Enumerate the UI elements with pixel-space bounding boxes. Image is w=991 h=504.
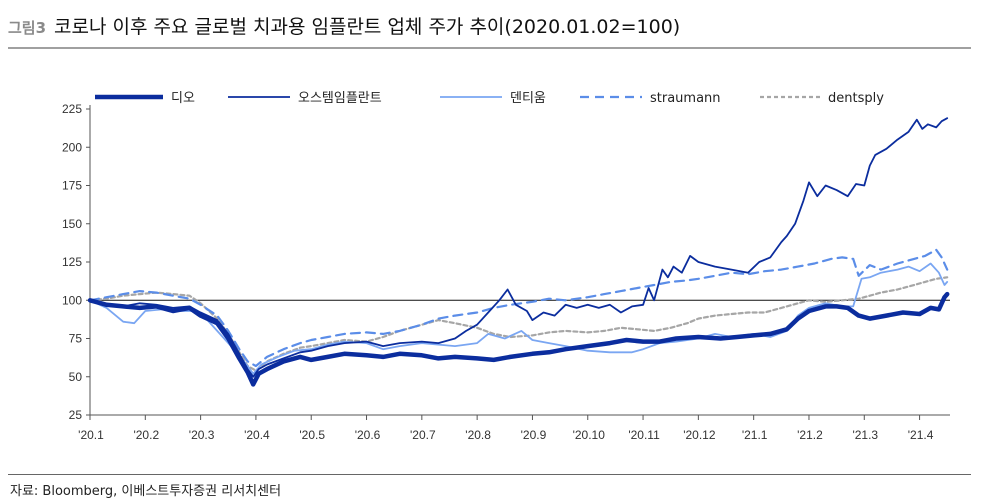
x-tick-label: '20.2	[133, 428, 159, 442]
y-tick-label: 150	[62, 217, 82, 231]
y-tick-label: 25	[69, 408, 83, 422]
x-tick-label: '20.8	[465, 428, 491, 442]
x-tick-label: '20.12	[683, 428, 716, 442]
title-divider	[8, 47, 971, 49]
x-tick-label: '20.5	[299, 428, 325, 442]
x-tick-label: '20.7	[410, 428, 436, 442]
legend-label-1: 오스템임플란트	[298, 91, 382, 106]
y-tick-label: 50	[69, 370, 83, 384]
x-tick-label: '20.6	[355, 428, 381, 442]
x-tick-label: '20.3	[189, 428, 215, 442]
x-tick-label: '20.1	[78, 428, 104, 442]
chart-header: 그림3 코로나 이후 주요 글로벌 치과용 임플란트 업체 주가 추이(2020…	[8, 12, 971, 46]
legend-label-2: 덴티움	[510, 91, 546, 106]
y-tick-label: 125	[62, 255, 82, 269]
y-tick-label: 225	[62, 102, 82, 116]
y-tick-label: 175	[62, 179, 82, 193]
y-tick-label: 75	[69, 332, 83, 346]
series-line-2	[89, 262, 949, 375]
axes: 25 50 75 100 125 150 175 200 225 '20.1 '20.2 '20.3 '…	[62, 102, 950, 442]
legend: 디오 오스템임플란트 덴티움 straumann dentsply	[95, 91, 884, 106]
legend-label-4: dentsply	[828, 91, 884, 106]
x-tick-label: '21.1	[742, 428, 768, 442]
figure-label: 그림3	[8, 19, 47, 37]
source-divider	[8, 474, 971, 475]
y-tick-label: 200	[62, 140, 82, 154]
legend-label-0: 디오	[171, 91, 195, 106]
x-tick-label: '21.4	[908, 428, 934, 442]
y-tick-label: 100	[62, 293, 82, 307]
series-lines	[87, 117, 950, 387]
x-tick-label: '20.4	[244, 428, 270, 442]
source-note: 자료: Bloomberg, 이베스트투자증권 리서치센터	[10, 484, 282, 499]
x-tick-label: '20.11	[628, 428, 660, 442]
chart-title: 코로나 이후 주요 글로벌 치과용 임플란트 업체 주가 추이(2020.01.…	[54, 16, 681, 38]
x-tick-label: '21.3	[852, 428, 878, 442]
x-tick-label: '20.10	[573, 428, 606, 442]
x-tick-label: '20.9	[521, 428, 547, 442]
x-tick-label: '21.2	[797, 428, 823, 442]
line-chart: 25 50 75 100 125 150 175 200 225 '20.1 '20.2 '20.3 '…	[62, 91, 950, 442]
series-line-0	[87, 291, 950, 387]
legend-label-3: straumann	[650, 91, 721, 106]
series-line-1	[89, 117, 949, 378]
